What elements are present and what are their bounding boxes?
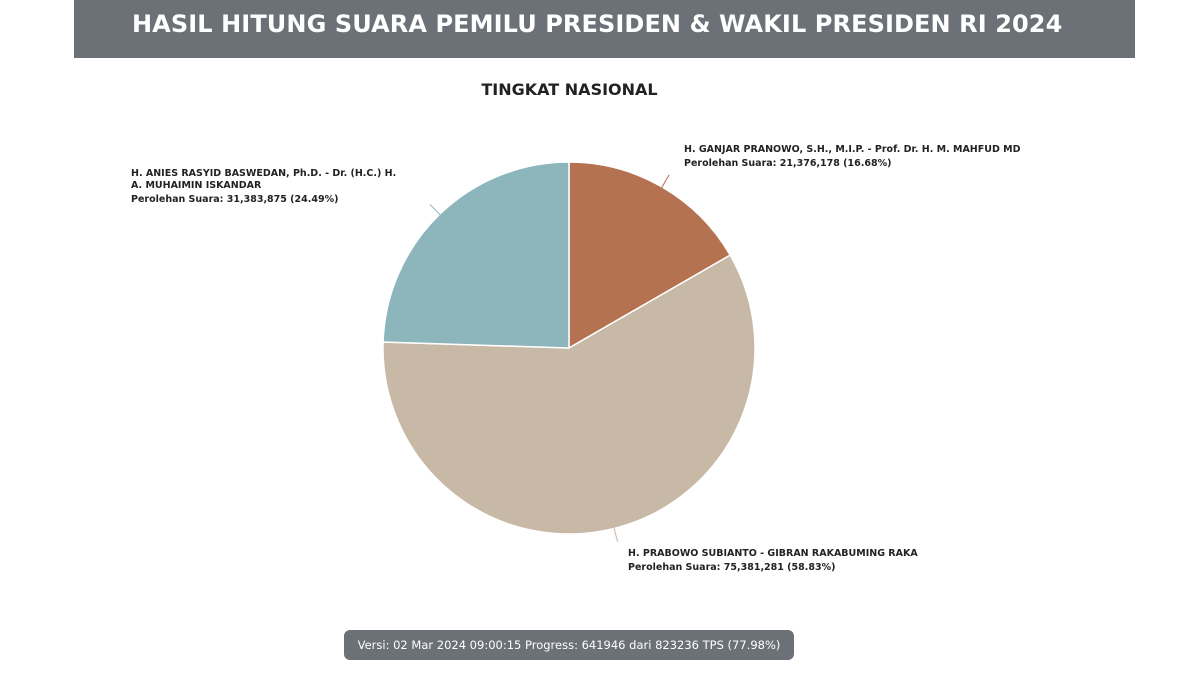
chart-title: TINGKAT NASIONAL bbox=[481, 80, 658, 99]
header-banner: HASIL HITUNG SUARA PEMILU PRESIDEN & WAK… bbox=[74, 0, 1135, 58]
version-progress-badge: Versi: 02 Mar 2024 09:00:15 Progress: 64… bbox=[344, 630, 794, 660]
slice-votes-label: Perolehan Suara: 75,381,281 (58.83%) bbox=[628, 562, 835, 573]
slice-candidate-name: H. ANIES RASYID BASWEDAN, Ph.D. - Dr. (H… bbox=[131, 168, 396, 179]
slice-candidate-name: H. PRABOWO SUBIANTO - GIBRAN RAKABUMING … bbox=[628, 548, 918, 559]
slice-votes-label: Perolehan Suara: 21,376,178 (16.68%) bbox=[684, 158, 891, 169]
slice-votes-label: Perolehan Suara: 31,383,875 (24.49%) bbox=[131, 194, 338, 205]
page-title: HASIL HITUNG SUARA PEMILU PRESIDEN & WAK… bbox=[132, 10, 1063, 38]
pie-leader-line-0 bbox=[659, 174, 670, 191]
slice-candidate-name: H. GANJAR PRANOWO, S.H., M.I.P. - Prof. … bbox=[684, 144, 1021, 155]
pie-label-0: H. GANJAR PRANOWO, S.H., M.I.P. - Prof. … bbox=[684, 144, 1021, 169]
pie-slice-2 bbox=[382, 161, 570, 349]
slice-candidate-name: A. MUHAIMIN ISKANDAR bbox=[131, 180, 262, 191]
pie-label-2: H. ANIES RASYID BASWEDAN, Ph.D. - Dr. (H… bbox=[131, 168, 396, 205]
pie-leader-line-2 bbox=[429, 203, 443, 218]
pie-leader-line-1 bbox=[612, 524, 619, 543]
pie-label-1: H. PRABOWO SUBIANTO - GIBRAN RAKABUMING … bbox=[628, 548, 918, 573]
